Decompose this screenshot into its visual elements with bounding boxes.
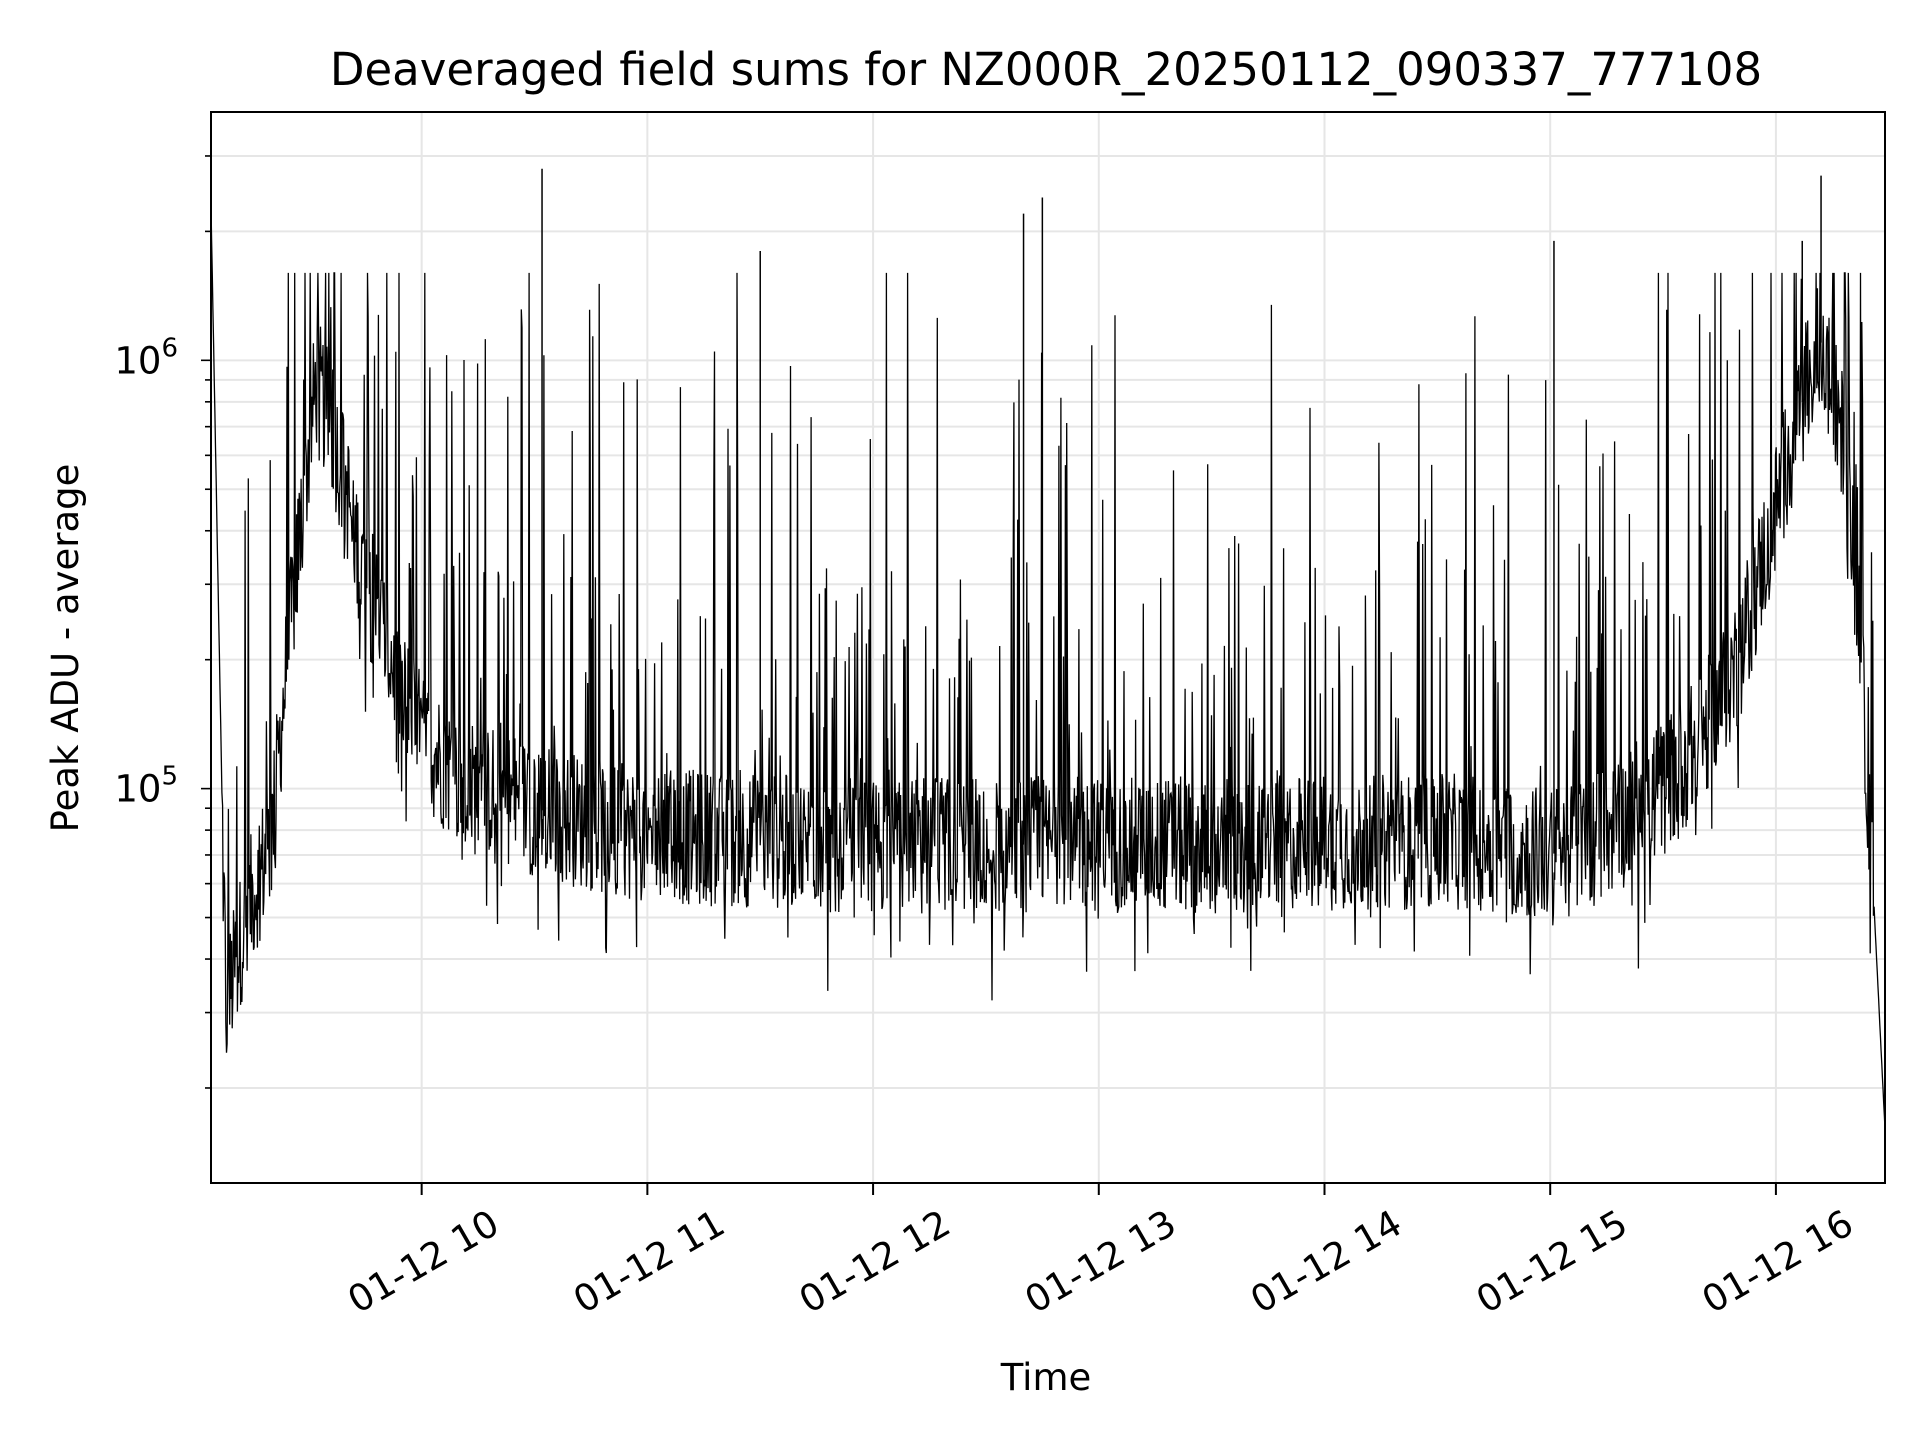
y-tick-exponent: 6 bbox=[161, 333, 178, 363]
x-axis-label: Time bbox=[1000, 1356, 1092, 1399]
y-tick-exponent: 5 bbox=[161, 762, 178, 792]
plot-frame bbox=[210, 111, 1886, 1184]
y-tick-base: 10 bbox=[114, 339, 161, 382]
y-tick-label: 106 bbox=[114, 333, 178, 382]
data-layer bbox=[211, 168, 1885, 1130]
y-tick-label: 105 bbox=[114, 762, 178, 811]
y-tick-base: 10 bbox=[114, 768, 161, 811]
y-axis-label: Peak ADU - average bbox=[44, 464, 87, 833]
chart-title: Deaveraged field sums for NZ000R_2025011… bbox=[330, 43, 1762, 96]
axes bbox=[201, 111, 1886, 1195]
series-line bbox=[211, 205, 1885, 1130]
